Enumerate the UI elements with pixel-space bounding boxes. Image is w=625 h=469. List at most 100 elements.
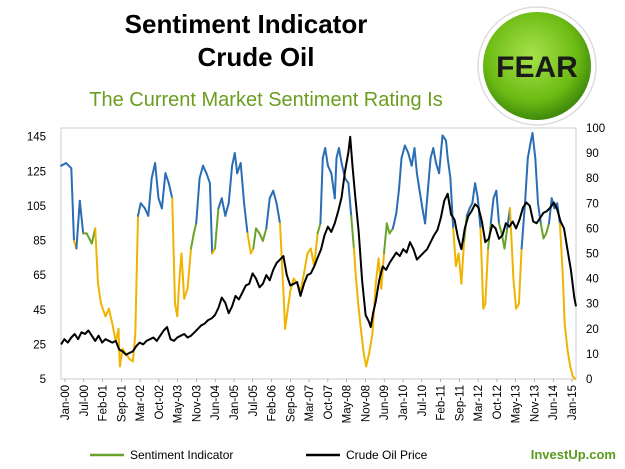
sentiment-segment bbox=[243, 202, 249, 235]
x-tick-label: Oct-12 bbox=[492, 385, 504, 420]
sentiment-segment bbox=[484, 247, 490, 305]
sentiment-segment bbox=[75, 199, 81, 250]
sentiment-segment bbox=[350, 214, 355, 250]
sentiment-segment bbox=[418, 189, 424, 210]
sentiment-segment bbox=[180, 252, 186, 300]
x-tick-label: Jul-10 bbox=[417, 385, 429, 416]
right-tick-label: 50 bbox=[586, 249, 599, 261]
sentiment-segment bbox=[303, 252, 309, 275]
sentiment-segment bbox=[227, 164, 234, 205]
sentiment-segment bbox=[272, 189, 278, 205]
left-tick-label: 25 bbox=[33, 339, 46, 351]
sentiment-segment bbox=[548, 197, 553, 225]
right-tick-label: 100 bbox=[586, 123, 605, 135]
left-tick-label: 85 bbox=[33, 236, 46, 248]
sentiment-segment bbox=[368, 332, 374, 355]
sentiment-segment bbox=[326, 164, 333, 175]
sentiment-segment bbox=[424, 189, 429, 225]
sentiment-segment bbox=[347, 182, 353, 217]
x-tick-label: Oct-02 bbox=[154, 385, 166, 420]
sentiment-segment bbox=[111, 322, 117, 343]
x-tick-label: Jan-05 bbox=[229, 385, 241, 420]
x-tick-label: Jun-09 bbox=[379, 385, 391, 420]
sentiment-segment bbox=[192, 222, 198, 235]
sentiment-segment bbox=[520, 202, 526, 250]
chart-title-line-1: Sentiment Indicator bbox=[125, 9, 368, 39]
x-tick-label: Nov-03 bbox=[191, 385, 203, 422]
sentiment-segment bbox=[426, 157, 432, 192]
x-tick-label: Feb-06 bbox=[267, 385, 279, 421]
sentiment-segment bbox=[107, 307, 114, 325]
x-tick-label: Jun-04 bbox=[210, 384, 222, 420]
sentiment-segment bbox=[479, 227, 485, 310]
x-tick-label: May-13 bbox=[511, 385, 523, 423]
left-tick-label: 125 bbox=[27, 166, 46, 178]
fear-badge: FEAR bbox=[477, 6, 597, 126]
right-tick-label: 80 bbox=[586, 173, 599, 185]
sentiment-segment bbox=[252, 227, 257, 250]
sentiment-segment bbox=[438, 134, 444, 175]
x-tick-label: Mar-07 bbox=[304, 385, 316, 421]
sentiment-segment bbox=[563, 322, 569, 350]
sentiment-segment bbox=[383, 222, 388, 255]
legend-label-crude: Crude Oil Price bbox=[346, 448, 428, 462]
sentiment-segment bbox=[316, 222, 322, 235]
legend-label-sentiment: Sentiment Indicator bbox=[130, 448, 233, 462]
sentiment-segment bbox=[214, 207, 220, 250]
sentiment-segment bbox=[176, 282, 181, 318]
sentiment-segment bbox=[147, 177, 153, 217]
sentiment-segment bbox=[299, 272, 305, 293]
right-tick-label: 90 bbox=[586, 148, 599, 160]
sentiment-segment bbox=[380, 252, 385, 290]
sentiment-segment bbox=[526, 142, 532, 160]
sentiment-segment bbox=[167, 182, 174, 200]
x-axis: Jan-00 Jul-00 Feb-01 Sep-01 Mar-02 Oct-02 May-… bbox=[60, 379, 579, 423]
sentiment-segment bbox=[360, 332, 365, 355]
sentiment-segment bbox=[352, 247, 357, 280]
sentiment-segment bbox=[319, 157, 324, 225]
sentiment-segment bbox=[509, 207, 515, 280]
sentiment-segment bbox=[265, 197, 271, 230]
right-tick-label: 70 bbox=[586, 198, 599, 210]
x-tick-label: Jun-14 bbox=[548, 384, 560, 420]
sentiment-segment bbox=[205, 172, 211, 185]
sentiment-indicator-series bbox=[60, 132, 576, 380]
x-tick-label: Mar-12 bbox=[473, 385, 485, 421]
sentiment-segment bbox=[465, 207, 471, 217]
sentiment-segment bbox=[160, 172, 167, 210]
sentiment-segment bbox=[284, 315, 288, 330]
sentiment-segment bbox=[512, 277, 518, 310]
sentiment-segment bbox=[355, 277, 360, 310]
sentiment-segment bbox=[413, 147, 418, 175]
right-tick-label: 30 bbox=[586, 299, 599, 311]
x-tick-label: Jul-05 bbox=[248, 385, 260, 416]
sentiment-segment bbox=[139, 202, 146, 210]
x-tick-label: Oct-07 bbox=[323, 385, 335, 420]
sentiment-segment bbox=[233, 152, 239, 175]
sentiment-segment bbox=[571, 375, 576, 380]
sentiment-segment bbox=[97, 282, 102, 305]
sentiment-segment bbox=[400, 144, 406, 160]
sentiment-segment bbox=[208, 182, 214, 255]
sentiment-segment bbox=[495, 189, 500, 225]
sentiment-segment bbox=[503, 227, 509, 250]
sentiment-segment bbox=[365, 352, 370, 368]
sentiment-segment bbox=[558, 222, 564, 275]
x-tick-label: Nov-13 bbox=[529, 385, 541, 422]
sentiment-segment bbox=[70, 167, 75, 242]
sentiment-segment bbox=[357, 307, 363, 335]
x-tick-label: Nov-08 bbox=[360, 385, 372, 422]
sentiment-segment bbox=[545, 222, 550, 235]
right-tick-label: 20 bbox=[586, 324, 599, 336]
crude-oil-price-series bbox=[60, 135, 577, 356]
sentiment-segment bbox=[474, 182, 479, 200]
left-tick-label: 145 bbox=[27, 132, 46, 144]
sentiment-segment bbox=[333, 157, 338, 200]
sentiment-segment bbox=[441, 134, 447, 142]
sentiment-segment bbox=[337, 147, 343, 165]
sentiment-segment bbox=[65, 162, 73, 170]
sentiment-segment bbox=[432, 147, 437, 165]
x-tick-label: Sep-11 bbox=[454, 385, 466, 421]
sentiment-segment bbox=[395, 187, 401, 215]
